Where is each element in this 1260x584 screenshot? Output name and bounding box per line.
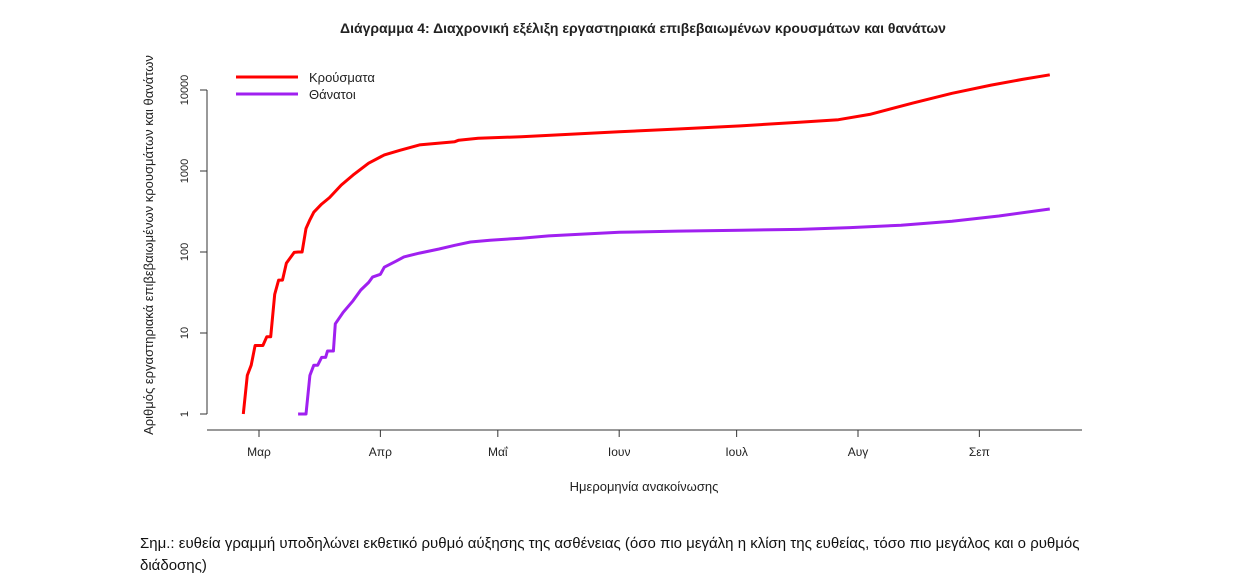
y-tick-label: 1000 (179, 159, 191, 183)
x-tick-label: Αυγ (848, 445, 869, 459)
y-tick-label: 100 (179, 243, 191, 261)
legend-label: Θάνατοι (309, 87, 356, 102)
axes: 1 10 100 1000 10000 Μαρ Απρ Μαΐ Ιουν Ιουλ Αυγ Σεπ (179, 75, 1082, 459)
series-line-0 (241, 73, 1051, 415)
legend-label: Κρούσματα (309, 70, 375, 85)
x-tick-label: Σεπ (969, 445, 990, 459)
x-axis-label: Ημερομηνία ανακοίνωσης (570, 479, 719, 494)
chart-title: Διάγραμμα 4: Διαχρονική εξέλιξη εργαστηρ… (340, 20, 946, 36)
x-tick-label: Μαΐ (488, 445, 509, 459)
x-tick-label: Απρ (369, 445, 392, 459)
y-tick-label: 10000 (179, 75, 191, 106)
legend: Κρούσματα Θάνατοι (236, 70, 375, 102)
y-axis-label: Αριθμός εργαστηριακά επιβεβαιωμένων κρου… (141, 55, 156, 435)
x-tick-label: Ιουλ (725, 445, 748, 459)
x-tick-label: Ιουν (608, 445, 631, 459)
series-line-1 (298, 207, 1051, 416)
series-lines (241, 73, 1051, 416)
footnote: Σημ.: ευθεία γραμμή υποδηλώνει εκθετικό … (140, 535, 1080, 574)
y-tick-label: 1 (179, 411, 191, 417)
y-tick-label: 10 (179, 327, 191, 339)
x-tick-label: Μαρ (247, 445, 271, 459)
